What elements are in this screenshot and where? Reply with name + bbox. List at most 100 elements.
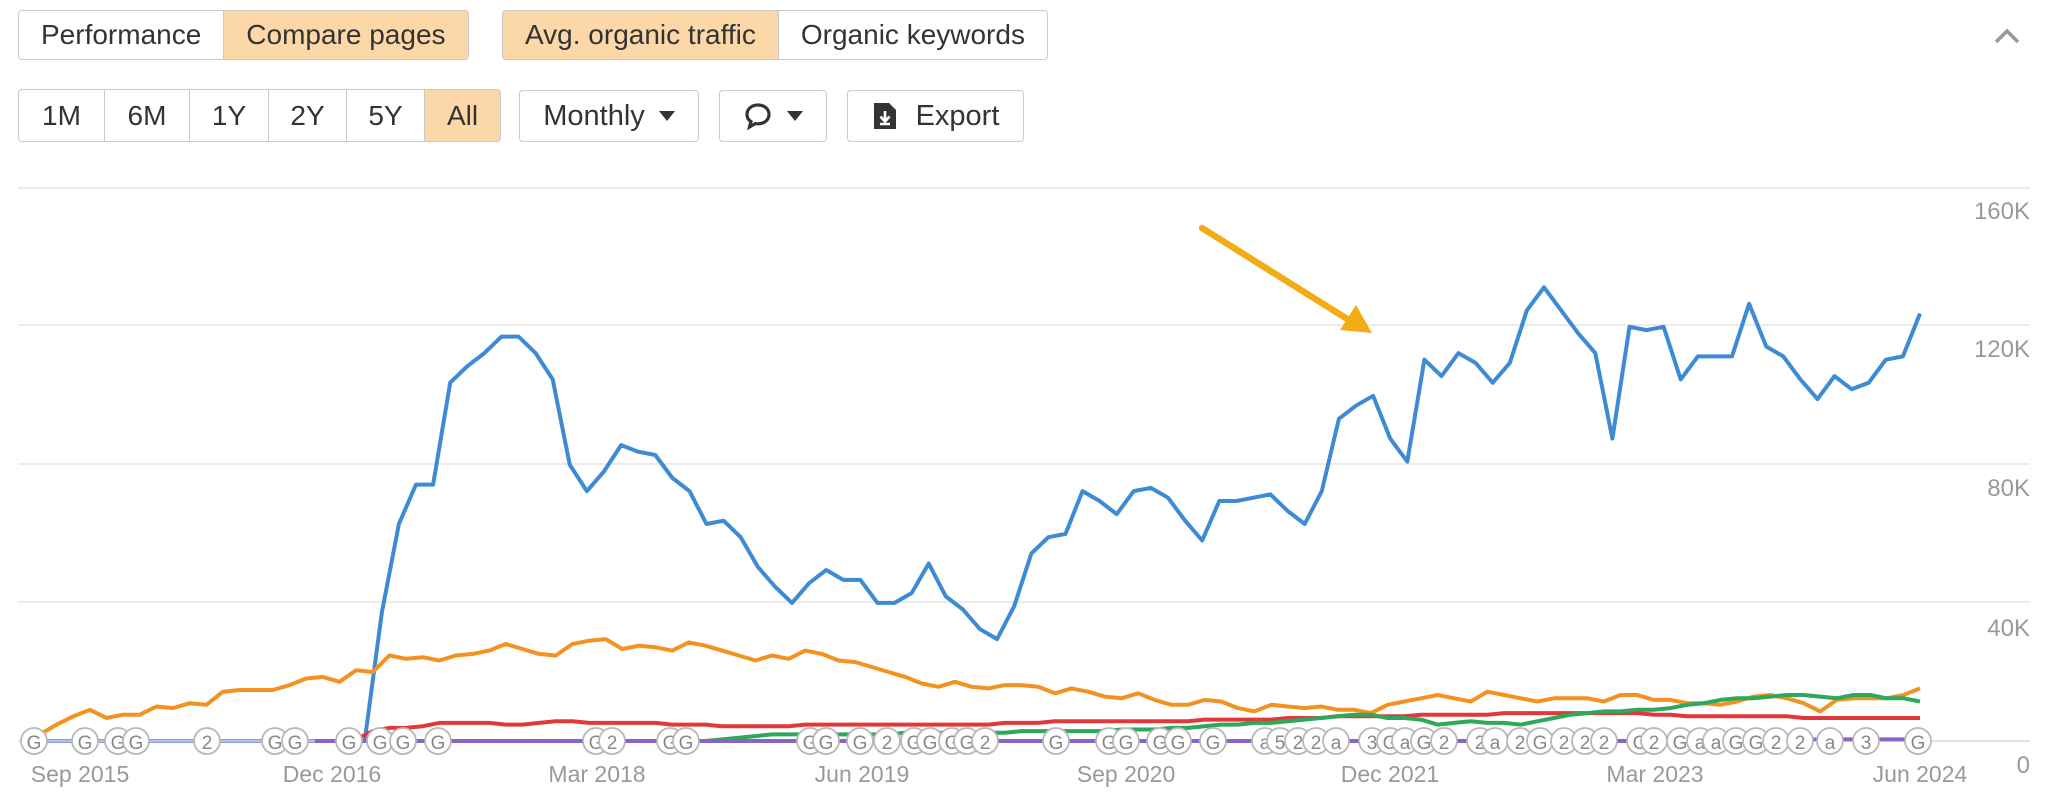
svg-text:a: a <box>1260 733 1271 754</box>
event-marker[interactable]: 2 <box>971 727 999 755</box>
event-marker[interactable]: a <box>1816 727 1844 755</box>
event-marker[interactable]: 2 <box>1430 727 1458 755</box>
range-1y[interactable]: 1Y <box>190 90 269 141</box>
event-marker[interactable]: a <box>1702 727 1730 755</box>
svg-text:2: 2 <box>1311 733 1322 754</box>
svg-text:2: 2 <box>1515 733 1526 754</box>
event-marker[interactable]: 2 <box>873 727 901 755</box>
svg-text:2: 2 <box>1580 733 1591 754</box>
tab-organic-keywords[interactable]: Organic keywords <box>800 19 1025 50</box>
interval-dropdown[interactable]: Monthly <box>519 90 699 142</box>
event-marker[interactable]: G <box>281 727 309 755</box>
svg-text:G: G <box>288 733 303 754</box>
y-tick-label: 80K <box>1987 475 2030 502</box>
event-marker[interactable]: 3 <box>1852 727 1880 755</box>
x-tick-label: Dec 2016 <box>283 761 381 787</box>
svg-text:G: G <box>111 733 126 754</box>
svg-text:2: 2 <box>607 733 618 754</box>
event-marker[interactable]: G <box>1722 727 1750 755</box>
svg-text:2: 2 <box>882 733 893 754</box>
event-marker[interactable]: G <box>1666 727 1694 755</box>
view-mode-tabs: Performance Compare pages <box>18 10 469 60</box>
svg-text:5: 5 <box>1275 733 1286 754</box>
tab-performance[interactable]: Performance <box>19 11 225 59</box>
range-all[interactable]: All <box>425 90 500 141</box>
event-marker[interactable]: G <box>424 727 452 755</box>
event-marker[interactable]: G <box>1112 727 1140 755</box>
event-marker[interactable]: 2 <box>193 727 221 755</box>
svg-text:G: G <box>78 733 93 754</box>
svg-text:G: G <box>960 733 975 754</box>
y-tick-label: 40K <box>1987 615 2030 642</box>
export-button[interactable]: Export <box>847 90 1024 142</box>
event-marker[interactable]: 2 <box>1786 727 1814 755</box>
svg-text:G: G <box>1533 733 1548 754</box>
event-marker[interactable]: 2 <box>1640 727 1668 755</box>
svg-text:a: a <box>1711 733 1722 754</box>
tab-compare-pages[interactable]: Compare pages <box>224 11 468 59</box>
range-6m[interactable]: 6M <box>105 90 190 141</box>
download-file-icon <box>873 103 896 129</box>
event-marker[interactable]: a <box>1481 727 1509 755</box>
svg-text:2: 2 <box>1559 733 1570 754</box>
series-line <box>40 285 1922 743</box>
y-tick-label: 120K <box>1974 336 2030 363</box>
svg-text:G: G <box>27 733 42 754</box>
y-tick-label: 160K <box>1974 198 2030 225</box>
svg-text:G: G <box>1206 733 1221 754</box>
event-marker[interactable]: G <box>122 727 150 755</box>
svg-text:G: G <box>1119 733 1134 754</box>
range-1m[interactable]: 1M <box>19 90 105 141</box>
range-selector: 1M 6M 1Y 2Y 5Y All <box>18 89 501 142</box>
svg-text:G: G <box>431 733 446 754</box>
range-2y[interactable]: 2Y <box>269 90 347 141</box>
x-tick-label: Jun 2019 <box>815 761 910 787</box>
event-marker[interactable]: G <box>1742 727 1770 755</box>
svg-text:2: 2 <box>1771 733 1782 754</box>
svg-text:G: G <box>268 733 283 754</box>
x-tick-label: Sep 2020 <box>1077 761 1175 787</box>
svg-text:2: 2 <box>1439 733 1450 754</box>
svg-text:a: a <box>1400 733 1411 754</box>
event-marker[interactable]: G <box>1904 727 1932 755</box>
event-marker[interactable]: G <box>71 727 99 755</box>
svg-text:G: G <box>342 733 357 754</box>
tab-avg-organic-traffic[interactable]: Avg. organic traffic <box>503 11 779 59</box>
event-marker[interactable]: G <box>389 727 417 755</box>
event-marker[interactable]: G <box>1199 727 1227 755</box>
chevron-up-icon[interactable] <box>1992 24 2022 46</box>
svg-text:2: 2 <box>1293 733 1304 754</box>
svg-text:2: 2 <box>1649 733 1660 754</box>
event-marker[interactable]: G <box>366 727 394 755</box>
svg-text:G: G <box>1153 733 1168 754</box>
svg-text:G: G <box>853 733 868 754</box>
svg-text:G: G <box>129 733 144 754</box>
svg-text:G: G <box>1729 733 1744 754</box>
event-marker[interactable]: 2 <box>1302 727 1330 755</box>
x-tick-label: Mar 2018 <box>548 761 645 787</box>
event-marker[interactable]: G <box>335 727 363 755</box>
svg-text:2: 2 <box>1599 733 1610 754</box>
event-marker[interactable]: G <box>1042 727 1070 755</box>
annotations-dropdown[interactable] <box>719 90 827 142</box>
interval-label: Monthly <box>543 99 645 132</box>
svg-text:3: 3 <box>1367 733 1378 754</box>
event-marker[interactable]: G <box>1526 727 1554 755</box>
event-marker[interactable]: G <box>672 727 700 755</box>
event-marker[interactable]: 2 <box>1762 727 1790 755</box>
svg-text:G: G <box>679 733 694 754</box>
event-marker[interactable]: G <box>261 727 289 755</box>
svg-text:2: 2 <box>202 733 213 754</box>
event-marker[interactable]: a <box>1322 727 1350 755</box>
series-line <box>38 637 1921 737</box>
event-marker[interactable]: 2 <box>598 727 626 755</box>
event-marker[interactable]: 2 <box>1590 727 1618 755</box>
export-label: Export <box>915 99 1000 132</box>
event-marker[interactable]: G <box>812 727 840 755</box>
event-marker[interactable]: G <box>20 727 48 755</box>
x-tick-label: Mar 2023 <box>1606 761 1703 787</box>
range-5y[interactable]: 5Y <box>347 90 425 141</box>
event-marker[interactable]: G <box>846 727 874 755</box>
event-marker[interactable]: G <box>1164 727 1192 755</box>
svg-text:G: G <box>373 733 388 754</box>
